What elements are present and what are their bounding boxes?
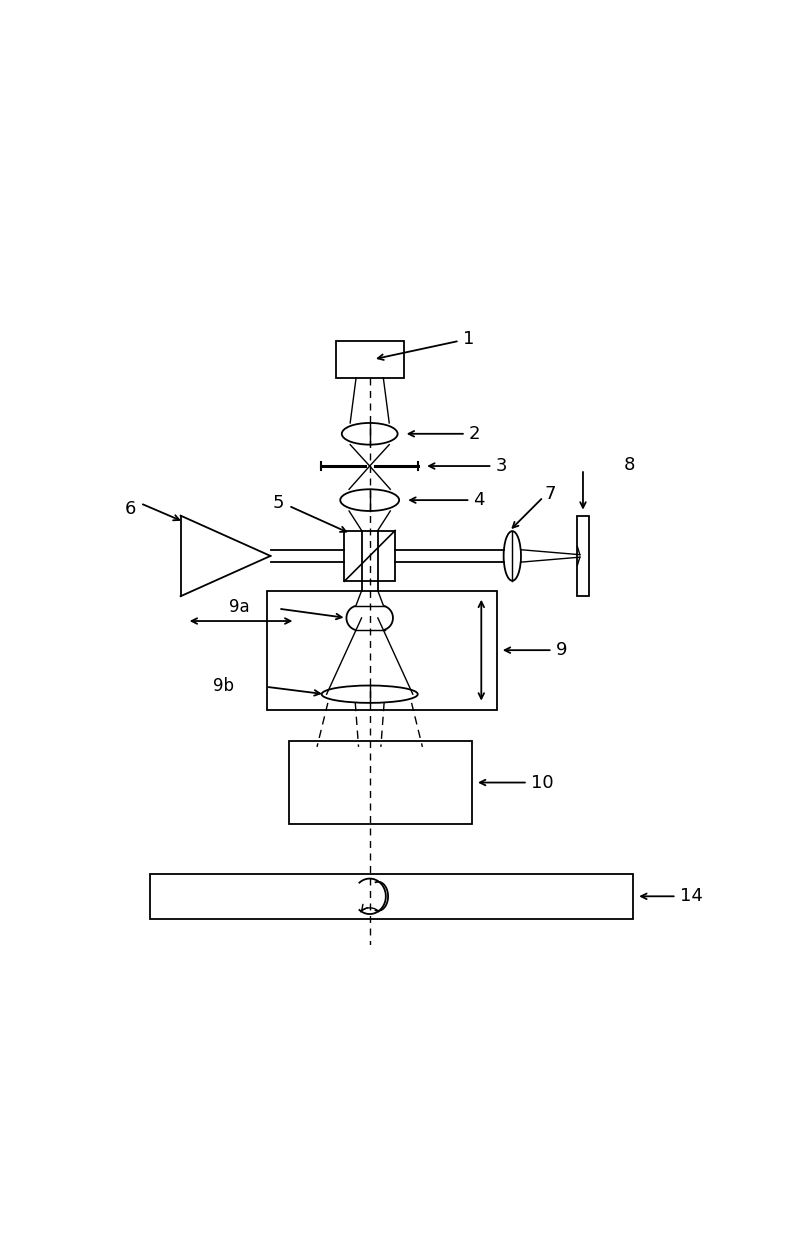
- Text: 9: 9: [556, 642, 567, 659]
- Bar: [336, 341, 404, 377]
- Bar: [578, 516, 589, 596]
- Text: 9b: 9b: [213, 677, 234, 694]
- Text: 1: 1: [462, 330, 474, 348]
- Text: 3: 3: [495, 457, 507, 476]
- Text: 4: 4: [474, 491, 485, 509]
- Text: 5: 5: [273, 494, 285, 512]
- Text: 6: 6: [125, 501, 136, 518]
- Text: 8: 8: [624, 455, 635, 474]
- Text: 2: 2: [469, 425, 480, 443]
- Bar: [150, 874, 634, 918]
- Text: 10: 10: [531, 774, 554, 791]
- Text: 7: 7: [545, 484, 556, 503]
- Bar: [344, 531, 395, 581]
- Bar: [289, 741, 472, 824]
- Text: 14: 14: [680, 887, 702, 906]
- Bar: [267, 591, 497, 710]
- Text: 9a: 9a: [229, 598, 250, 615]
